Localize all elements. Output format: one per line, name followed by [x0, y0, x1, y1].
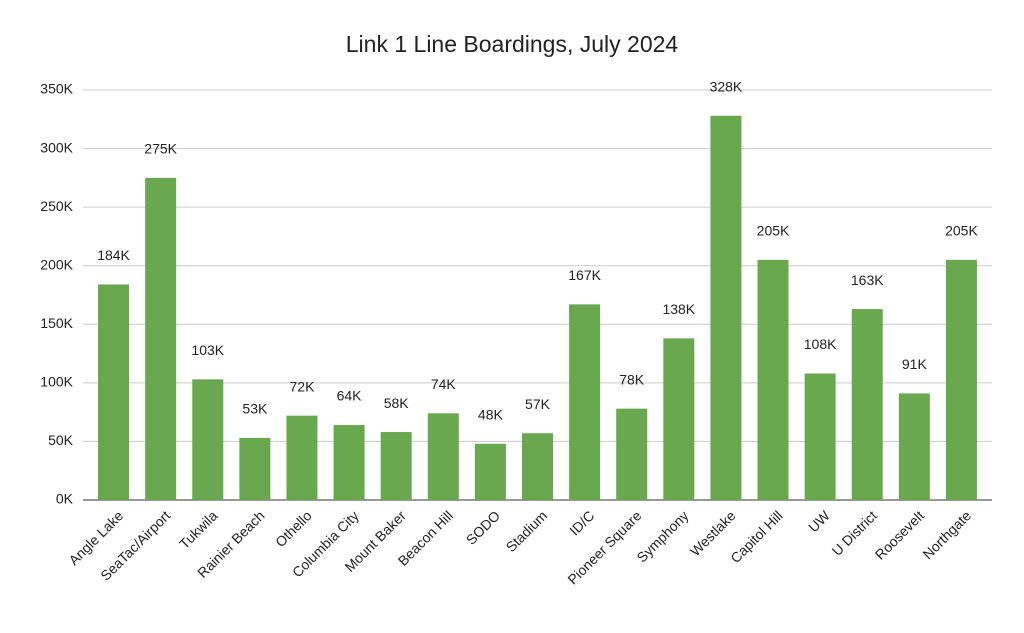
- bar: [333, 425, 365, 500]
- bar: [98, 284, 130, 500]
- data-label: 205K: [945, 223, 978, 239]
- data-label: 138K: [662, 301, 695, 317]
- data-label: 74K: [431, 376, 457, 392]
- data-label: 205K: [757, 223, 790, 239]
- data-label: 48K: [478, 406, 504, 422]
- bar: [192, 379, 224, 500]
- bar: [757, 259, 789, 500]
- data-label: 108K: [804, 336, 837, 352]
- data-label: 53K: [242, 401, 268, 417]
- bar: [427, 413, 459, 500]
- y-tick-label: 300K: [40, 139, 73, 155]
- bar: [145, 177, 177, 500]
- data-label: 91K: [902, 356, 928, 372]
- data-label: 103K: [191, 342, 224, 358]
- bar: [945, 259, 977, 500]
- y-tick-label: 150K: [40, 315, 73, 331]
- data-label: 72K: [290, 378, 316, 394]
- bar: [474, 443, 506, 500]
- y-tick-label: 100K: [40, 374, 73, 390]
- bar: [898, 393, 930, 500]
- bar: [569, 304, 601, 500]
- bar: [616, 408, 648, 500]
- data-label: 163K: [851, 272, 884, 288]
- bar: [663, 338, 695, 500]
- bar: [239, 437, 271, 500]
- data-label: 57K: [525, 396, 551, 412]
- data-label: 275K: [144, 141, 177, 157]
- bar: [380, 432, 412, 500]
- data-label: 58K: [384, 395, 410, 411]
- data-label: 328K: [710, 78, 743, 94]
- data-label: 64K: [337, 388, 363, 404]
- y-tick-label: 350K: [40, 81, 73, 97]
- data-label: 167K: [568, 267, 601, 283]
- data-label: 184K: [97, 247, 130, 263]
- chart-title: Link 1 Line Boardings, July 2024: [346, 31, 679, 57]
- bar: [710, 115, 742, 501]
- y-tick-label: 50K: [48, 432, 74, 448]
- bar: [804, 373, 836, 500]
- bar: [851, 309, 883, 500]
- bar: [286, 415, 318, 500]
- y-tick-label: 0K: [56, 491, 74, 507]
- y-tick-label: 200K: [40, 256, 73, 272]
- y-tick-label: 250K: [40, 198, 73, 214]
- bar: [522, 433, 553, 500]
- data-label: 78K: [619, 371, 645, 387]
